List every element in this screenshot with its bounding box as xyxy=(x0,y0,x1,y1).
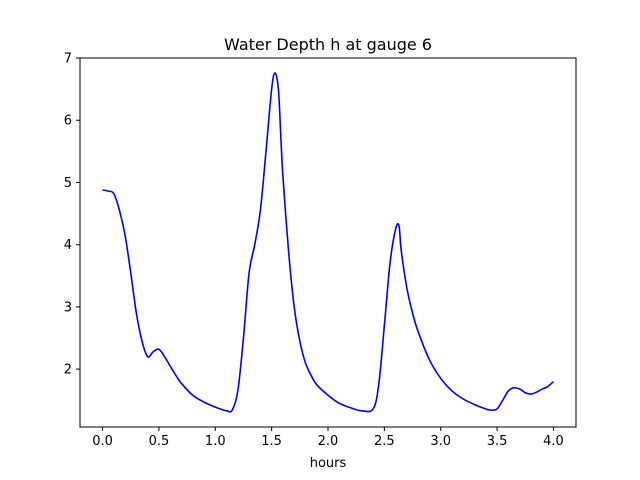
x-tick-label: 2.5 xyxy=(374,434,395,449)
y-tick-label: 4 xyxy=(64,238,72,253)
y-tick-label: 7 xyxy=(64,52,72,67)
chart-title: Water Depth h at gauge 6 xyxy=(224,35,432,54)
x-tick-label: 0.5 xyxy=(149,434,170,449)
x-tick-label: 0.0 xyxy=(92,434,113,449)
x-axis-ticks: 0.0 0.5 1.0 1.5 2.0 2.5 3.0 3.5 4.0 xyxy=(92,427,564,449)
y-tick-label: 2 xyxy=(64,363,72,378)
y-tick-label: 5 xyxy=(64,176,72,191)
x-tick-label: 1.5 xyxy=(261,434,282,449)
x-tick-label: 3.0 xyxy=(430,434,451,449)
y-tick-label: 3 xyxy=(64,300,72,315)
plot-area xyxy=(102,72,554,413)
x-tick-label: 2.0 xyxy=(318,434,339,449)
x-tick-label: 4.0 xyxy=(543,434,564,449)
x-tick-label: 3.5 xyxy=(487,434,508,449)
y-tick-label: 6 xyxy=(64,114,72,129)
x-axis-label: hours xyxy=(310,456,347,471)
x-tick-label: 1.0 xyxy=(205,434,226,449)
series-line xyxy=(102,72,554,413)
y-axis-ticks: 2 3 4 5 6 7 xyxy=(64,52,80,378)
